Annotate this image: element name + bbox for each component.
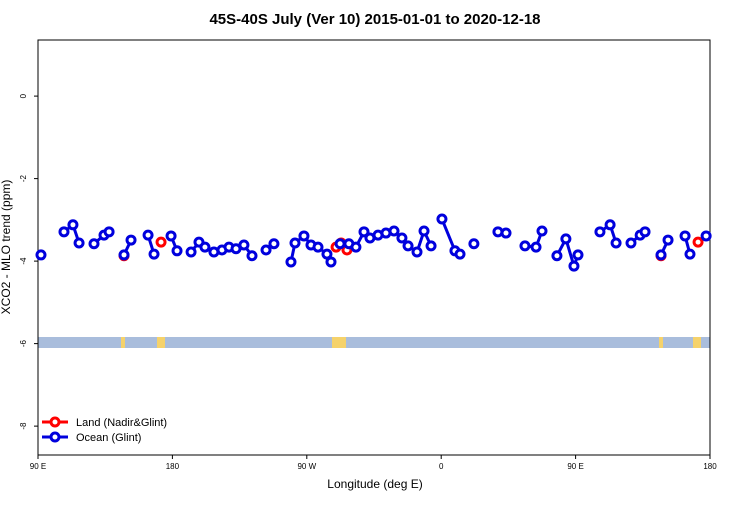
land-patch [693, 337, 701, 348]
y-tick-label: 0 [19, 93, 28, 98]
data-point [679, 230, 691, 242]
data-point [238, 239, 250, 251]
x-tick-label: 180 [166, 462, 180, 471]
data-point [604, 219, 616, 231]
x-tick-label: 90 W [297, 462, 316, 471]
y-axis-label: XCO2 - MLO trend (ppm) [0, 180, 13, 315]
data-point [325, 256, 337, 268]
data-point [185, 246, 197, 258]
data-point [436, 213, 448, 225]
data-point [289, 237, 301, 249]
legend-marker [49, 431, 61, 443]
ocean-band [38, 337, 710, 348]
y-tick-label: -2 [19, 175, 28, 183]
data-point [684, 248, 696, 260]
legend-marker [49, 416, 61, 428]
data-point [536, 225, 548, 237]
data-point [165, 230, 177, 242]
data-point [639, 226, 651, 238]
data-point [662, 234, 674, 246]
data-point [551, 250, 563, 262]
data-point [468, 238, 480, 250]
data-point [35, 249, 47, 261]
land-patch [157, 337, 165, 348]
data-point [148, 248, 160, 260]
data-point [246, 250, 258, 262]
data-point [321, 248, 333, 260]
data-point [560, 233, 572, 245]
data-point [312, 241, 324, 253]
data-point [572, 249, 584, 261]
data-point [530, 241, 542, 253]
data-point [58, 226, 70, 238]
data-point [411, 246, 423, 258]
data-point [298, 230, 310, 242]
x-axis-label: Longitude (deg E) [327, 477, 422, 491]
data-point [334, 238, 346, 250]
legend-label: Ocean (Glint) [76, 432, 141, 444]
data-point [519, 240, 531, 252]
data-point [118, 249, 130, 261]
data-point [88, 238, 100, 250]
x-tick-label: 0 [439, 462, 444, 471]
data-point [610, 237, 622, 249]
data-point [655, 249, 667, 261]
chart-title: 45S-40S July (Ver 10) 2015-01-01 to 2020… [209, 11, 540, 28]
data-point [396, 232, 408, 244]
land-mask-band [38, 337, 710, 348]
data-point [155, 236, 167, 248]
legend-label: Land (Nadir&Glint) [76, 417, 167, 429]
data-point [454, 248, 466, 260]
data-point [142, 229, 154, 241]
data-point [388, 225, 400, 237]
data-point [402, 240, 414, 252]
data-point [500, 227, 512, 239]
y-tick-label: -4 [19, 257, 28, 265]
data-point [199, 241, 211, 253]
x-tick-label: 180 [703, 462, 717, 471]
y-tick-label: -6 [19, 340, 28, 348]
land-patch [332, 337, 346, 348]
plot-frame [37, 39, 711, 456]
data-point [700, 230, 712, 242]
data-point [692, 236, 704, 248]
data-point [358, 226, 370, 238]
data-point [103, 226, 115, 238]
data-point [594, 226, 606, 238]
data-point [260, 244, 272, 256]
land-patch [659, 337, 663, 348]
data-point [171, 245, 183, 257]
data-point [418, 225, 430, 237]
data-point [350, 241, 362, 253]
data-point [268, 238, 280, 250]
data-point [568, 260, 580, 272]
data-point [285, 256, 297, 268]
x-tick-label: 90 E [30, 462, 46, 471]
data-point [67, 219, 79, 231]
y-tick-label: -8 [19, 422, 28, 430]
data-point [425, 240, 437, 252]
data-point [125, 234, 137, 246]
data-point [73, 237, 85, 249]
x-tick-label: 90 E [567, 462, 583, 471]
land-patch [121, 337, 125, 348]
data-point [625, 237, 637, 249]
